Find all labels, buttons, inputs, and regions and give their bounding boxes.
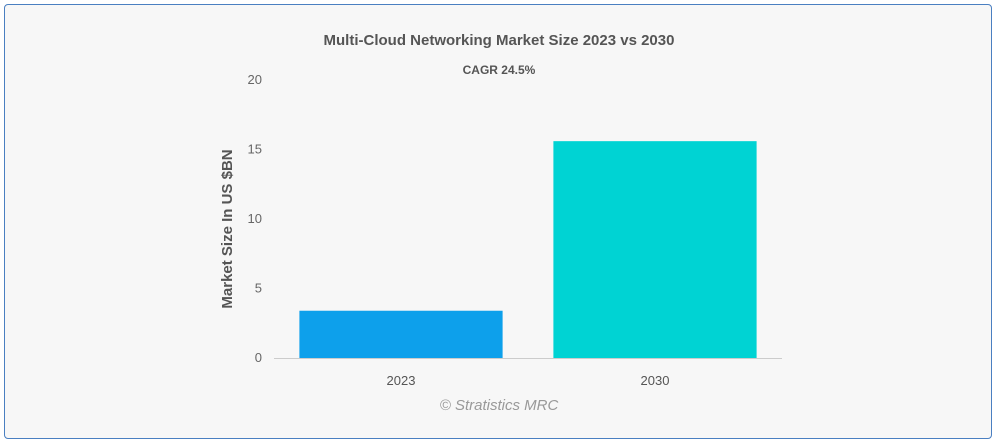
chart-subtitle: CAGR 24.5% — [462, 63, 536, 77]
y-axis-ticks: 0 5 10 15 20 — [248, 72, 262, 365]
chart-frame — [4, 4, 992, 439]
x-tick-label: 2023 — [387, 373, 416, 388]
y-tick-label: 0 — [255, 350, 262, 365]
bar-2030[interactable] — [553, 141, 757, 358]
y-tick-label: 20 — [248, 72, 262, 87]
chart-title: Multi-Cloud Networking Market Size 2023 … — [323, 32, 675, 49]
y-tick-label: 15 — [248, 142, 262, 157]
y-tick-label: 10 — [248, 211, 262, 226]
x-tick-label: 2030 — [641, 373, 670, 388]
credit-text: © Stratistics MRC — [439, 397, 559, 414]
x-axis-ticks: 2023 2030 — [387, 373, 670, 388]
bars — [299, 141, 757, 358]
bar-2023[interactable] — [299, 310, 503, 358]
y-axis-label: Market Size In US $BN — [219, 149, 236, 308]
y-tick-label: 5 — [255, 281, 262, 296]
